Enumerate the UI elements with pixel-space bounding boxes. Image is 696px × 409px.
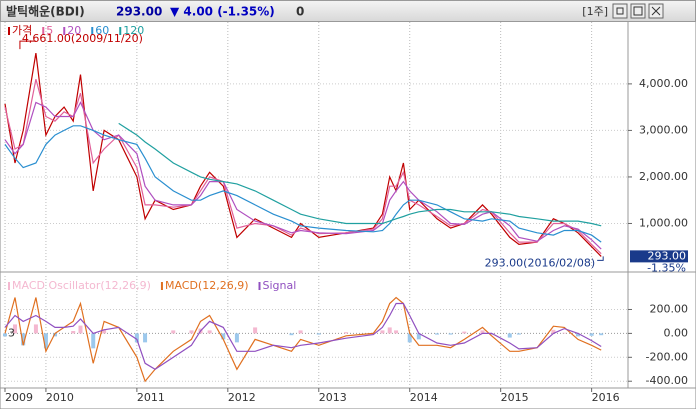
legend-swatch [8, 27, 10, 35]
x-tick-label: 2009 [5, 391, 33, 404]
volume: 0 [296, 5, 304, 19]
legend-label: 60 [95, 24, 109, 37]
x-tick-label: 2012 [228, 391, 256, 404]
series-line [118, 122, 602, 227]
legend-label: Signal [263, 279, 297, 292]
x-tick-label: 2010 [46, 391, 74, 404]
oscillator-bar [71, 331, 76, 334]
oscillator-bar [435, 333, 440, 335]
y-tick-label: -400.00 [646, 374, 688, 387]
last-price: 293.00 [648, 249, 687, 262]
oscillator-bar [33, 324, 38, 334]
legend-swatch [42, 27, 45, 35]
x-tick-label: 2015 [501, 391, 529, 404]
price: 293.00 [116, 5, 162, 19]
oscillator-bar [234, 333, 239, 343]
oscillator-bar [516, 333, 521, 335]
oscillator-bar [189, 330, 194, 334]
x-tick-label: 2013 [319, 391, 347, 404]
y-tick-label: 4,000.00 [639, 77, 688, 90]
icon [633, 6, 643, 16]
oscillator-bar [13, 324, 18, 334]
x-tick-label: 2016 [592, 391, 620, 404]
oscillator-bar [3, 333, 7, 337]
marker: 3 [8, 326, 15, 339]
last-price-box [630, 250, 688, 263]
legend-label: 가격 [12, 24, 32, 37]
window-buttons[interactable] [612, 3, 664, 19]
series-line [4, 302, 602, 371]
annotation: 4,661.00(2009/11/20) [22, 32, 143, 45]
oscillator-bar [316, 333, 321, 335]
y-tick-label: -200.00 [646, 350, 688, 363]
period[interactable]: [1주] [582, 5, 608, 18]
oscillator-bar [344, 332, 349, 334]
oscillator-bar [416, 333, 421, 340]
legend-swatch [63, 27, 66, 35]
change: ▼ 4.00 (-1.35%) [170, 5, 275, 19]
oscillator-bar [171, 330, 176, 334]
oscillator-bar [448, 333, 453, 335]
last-change: -1.35% [647, 261, 686, 274]
oscillator-bar [298, 330, 303, 334]
oscillator-bar [253, 327, 258, 334]
oscillator-bar [575, 333, 580, 337]
restore-button[interactable] [630, 3, 646, 19]
legend-label: 120 [123, 24, 144, 37]
x-tick-label: 2014 [410, 391, 438, 404]
legend-label: MACD(12,26,9) [165, 279, 249, 292]
series-line [4, 79, 602, 255]
minimize-button[interactable] [612, 3, 628, 19]
oscillator-bar [387, 327, 392, 334]
oscillator-bar [143, 333, 148, 343]
y-tick-label: 1,000.00 [639, 216, 688, 229]
icon [651, 6, 661, 16]
oscillator-bar [53, 333, 58, 337]
legend-swatch [160, 282, 163, 290]
oscillator-bar [562, 332, 567, 334]
oscillator-bar [480, 330, 485, 334]
oscillator-bar [102, 329, 107, 334]
oscillator-bar [91, 333, 96, 349]
series-line [4, 101, 602, 250]
oscillator-bar [78, 325, 83, 334]
icon [616, 7, 624, 15]
x-tick-label: 2011 [137, 391, 165, 404]
annotation: 293.00(2016/02/08) [485, 256, 595, 269]
oscillator-bar [589, 333, 594, 336]
legend-swatch [119, 27, 122, 35]
series-line [4, 125, 602, 243]
oscillator-bar [551, 329, 556, 334]
oscillator-bar [407, 333, 412, 343]
annotation-arrow [597, 256, 604, 261]
y-tick-label: 2,000.00 [639, 170, 688, 183]
y-tick-label: 0.00 [664, 326, 689, 339]
oscillator-bar [599, 333, 604, 336]
oscillator-bar [134, 333, 139, 343]
oscillator-bar [289, 333, 294, 336]
annotation-arrow [19, 40, 36, 50]
legend-label: 20 [67, 24, 81, 37]
legend-swatch [8, 282, 10, 290]
oscillator-bar [43, 333, 48, 349]
legend-swatch [258, 282, 261, 290]
legend-swatch [91, 27, 94, 35]
series-line [4, 296, 602, 383]
series-line [4, 53, 602, 257]
y-tick-label: 200.00 [650, 302, 689, 315]
oscillator-bar [221, 333, 226, 340]
legend-label: 5 [46, 24, 53, 37]
oscillator-bar [394, 330, 399, 334]
oscillator-bar [462, 331, 467, 334]
oscillator-bar [207, 330, 212, 334]
y-tick-label: 3,000.00 [639, 123, 688, 136]
legend-label: MACD Oscillator(12,26,9) [12, 279, 151, 292]
oscillator-bar [507, 333, 512, 338]
oscillator-bar [21, 333, 26, 346]
title: 발틱해운(BDI) [6, 4, 85, 19]
oscillator-bar [380, 330, 385, 334]
